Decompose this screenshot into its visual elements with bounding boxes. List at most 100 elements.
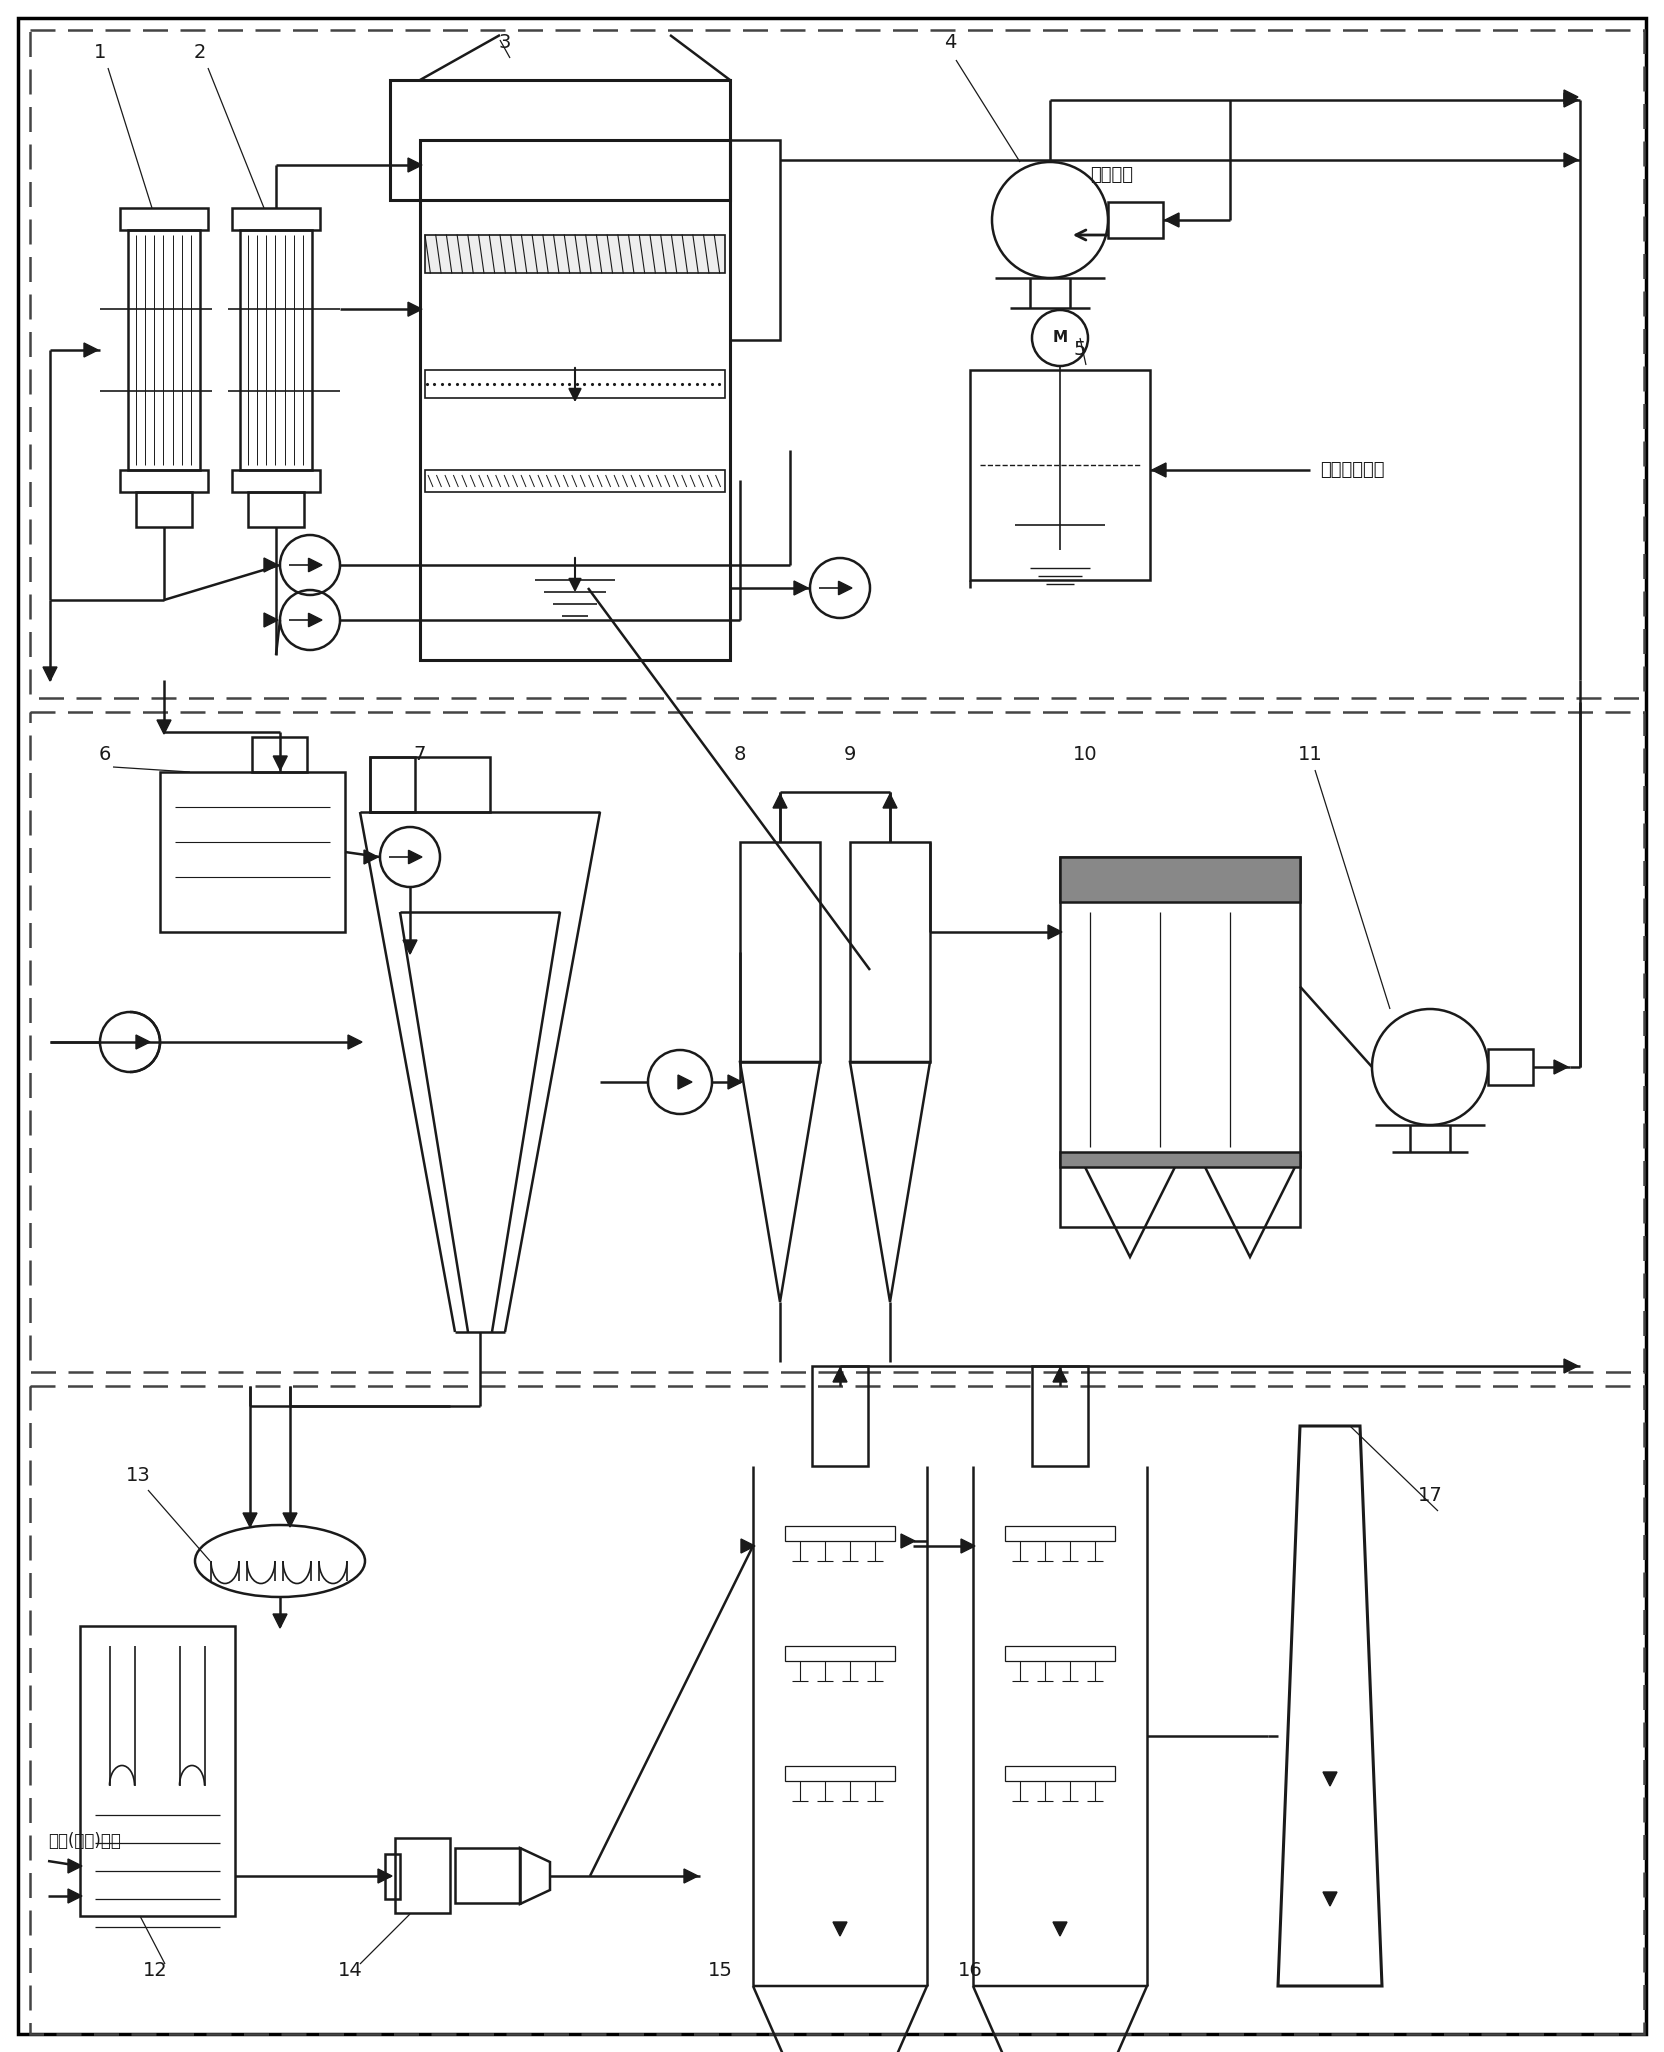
- Bar: [1005, 1767, 1115, 1781]
- Polygon shape: [684, 1869, 697, 1884]
- Polygon shape: [839, 581, 852, 595]
- Text: 预处理后废水: 预处理后废水: [1320, 462, 1384, 478]
- Text: 6: 6: [98, 745, 111, 763]
- Bar: [812, 1367, 869, 1465]
- Bar: [1060, 858, 1300, 1227]
- Bar: [231, 207, 319, 230]
- Bar: [785, 1646, 895, 1660]
- Text: 3: 3: [499, 33, 511, 51]
- Polygon shape: [273, 755, 288, 770]
- Bar: [120, 207, 208, 230]
- Polygon shape: [408, 302, 423, 316]
- Polygon shape: [727, 1075, 742, 1090]
- Text: 1: 1: [93, 43, 106, 62]
- Polygon shape: [378, 1869, 393, 1884]
- Polygon shape: [1564, 154, 1577, 166]
- Bar: [419, 140, 730, 661]
- Polygon shape: [884, 794, 897, 808]
- Polygon shape: [68, 1859, 82, 1873]
- Bar: [369, 757, 414, 813]
- Polygon shape: [403, 940, 418, 954]
- Bar: [1108, 201, 1163, 238]
- Text: 4: 4: [943, 33, 957, 51]
- Bar: [253, 737, 308, 772]
- Bar: [389, 80, 730, 199]
- Polygon shape: [308, 614, 323, 626]
- Polygon shape: [1151, 464, 1166, 476]
- Polygon shape: [1554, 1061, 1567, 1073]
- Polygon shape: [408, 850, 423, 864]
- Bar: [740, 841, 820, 1063]
- Bar: [30, 1385, 1644, 2034]
- Bar: [248, 492, 305, 527]
- Polygon shape: [265, 614, 278, 628]
- Polygon shape: [1048, 925, 1062, 940]
- Bar: [394, 1839, 449, 1912]
- Polygon shape: [43, 667, 57, 681]
- Polygon shape: [156, 720, 171, 735]
- Bar: [454, 1849, 519, 1902]
- Bar: [136, 492, 191, 527]
- Bar: [730, 140, 780, 341]
- Text: 环境空气: 环境空气: [1090, 166, 1133, 185]
- Text: 15: 15: [707, 1962, 732, 1980]
- Polygon shape: [1053, 1369, 1067, 1381]
- Text: 2: 2: [193, 43, 206, 62]
- Polygon shape: [265, 558, 278, 573]
- Polygon shape: [794, 581, 809, 595]
- Bar: [30, 712, 1644, 1373]
- Polygon shape: [136, 1034, 150, 1049]
- Bar: [1060, 1151, 1300, 1168]
- Text: 12: 12: [143, 1962, 168, 1980]
- Text: 9: 9: [844, 745, 857, 763]
- Polygon shape: [83, 343, 98, 357]
- Text: 13: 13: [125, 1465, 150, 1486]
- Bar: [424, 470, 726, 492]
- Bar: [80, 1625, 235, 1917]
- Bar: [384, 1855, 399, 1898]
- Bar: [970, 369, 1150, 581]
- Text: 7: 7: [414, 745, 426, 763]
- Polygon shape: [834, 1369, 847, 1381]
- Text: 5: 5: [1073, 341, 1087, 359]
- Polygon shape: [962, 1539, 975, 1553]
- Polygon shape: [1323, 1773, 1336, 1785]
- Polygon shape: [774, 794, 787, 808]
- Bar: [850, 841, 930, 1063]
- Bar: [424, 369, 726, 398]
- Polygon shape: [1323, 1892, 1336, 1906]
- Polygon shape: [1564, 1358, 1577, 1373]
- Bar: [128, 230, 200, 470]
- Bar: [160, 772, 344, 932]
- Polygon shape: [1053, 1923, 1067, 1935]
- Polygon shape: [273, 1615, 286, 1627]
- Text: 17: 17: [1418, 1486, 1443, 1504]
- Text: 烧结(球团)烟气: 烧结(球团)烟气: [48, 1832, 121, 1851]
- Bar: [1005, 1646, 1115, 1660]
- Bar: [30, 31, 1644, 698]
- Bar: [785, 1527, 895, 1541]
- Bar: [1060, 858, 1300, 903]
- Polygon shape: [243, 1512, 256, 1527]
- Text: 14: 14: [338, 1962, 363, 1980]
- Text: 10: 10: [1073, 745, 1097, 763]
- Bar: [120, 470, 208, 492]
- Bar: [369, 757, 489, 813]
- Text: 8: 8: [734, 745, 745, 763]
- Polygon shape: [1564, 90, 1577, 105]
- Text: 16: 16: [957, 1962, 982, 1980]
- Polygon shape: [308, 558, 323, 573]
- Polygon shape: [900, 1535, 915, 1547]
- Bar: [1005, 1527, 1115, 1541]
- Polygon shape: [1165, 213, 1180, 228]
- Text: M: M: [1052, 330, 1068, 345]
- Text: 11: 11: [1298, 745, 1323, 763]
- Polygon shape: [834, 1923, 847, 1935]
- Polygon shape: [283, 1512, 296, 1527]
- Polygon shape: [348, 1034, 363, 1049]
- Bar: [231, 470, 319, 492]
- Polygon shape: [1564, 92, 1577, 107]
- Polygon shape: [740, 1539, 755, 1553]
- Bar: [1032, 1367, 1088, 1465]
- Bar: [240, 230, 311, 470]
